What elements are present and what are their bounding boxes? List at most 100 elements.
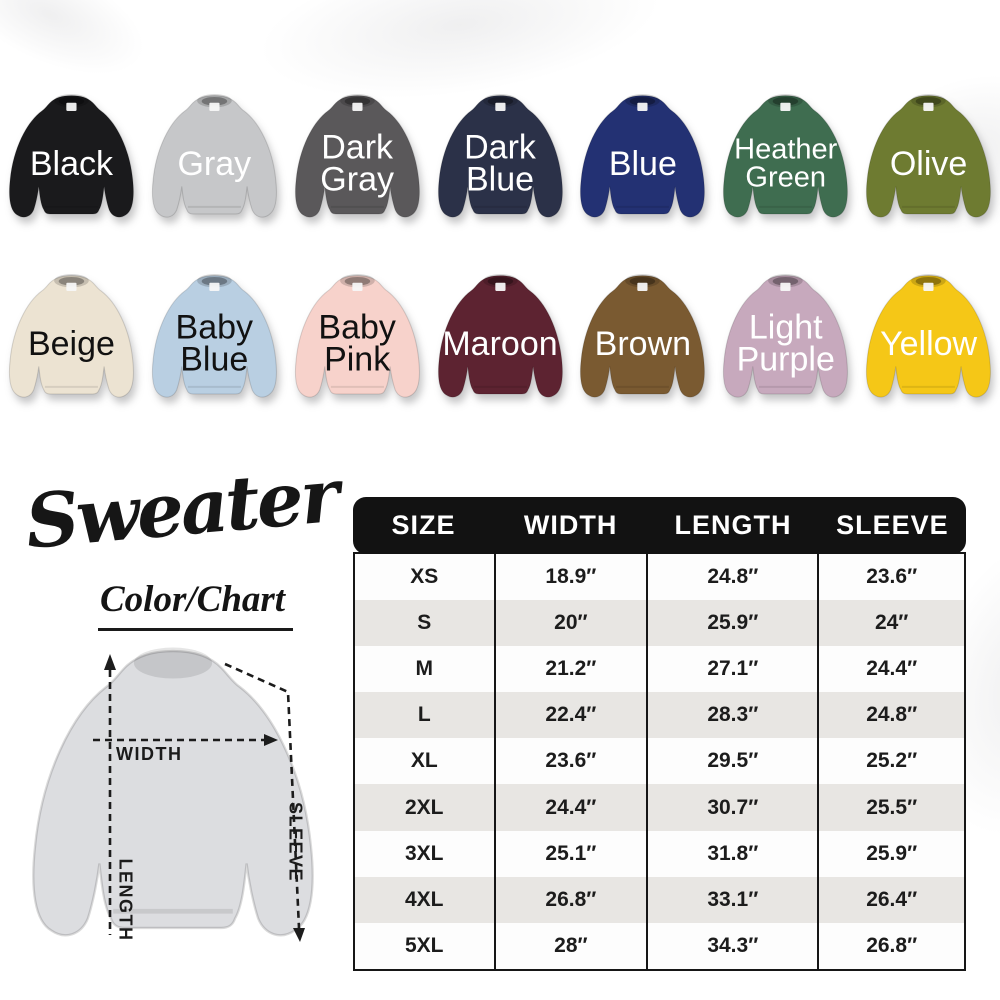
size-cell: 2XL (354, 784, 495, 831)
chart-subtitle: Color/Chart (98, 578, 294, 631)
color-option-dark-blue: Dark Blue (429, 78, 572, 250)
measurement-cell: 24.8″ (646, 553, 819, 601)
color-label-olive: Olive (889, 144, 968, 183)
sweater-image (723, 94, 849, 218)
column-header-length: LENGTH (674, 510, 792, 540)
table-row-xs: XS 18.9″ 24.8″ 23.6″ (354, 553, 965, 601)
color-label-maroon: Maroon (442, 324, 558, 363)
size-cell: L (354, 692, 495, 739)
measurement-cell: 25.5″ (817, 784, 965, 831)
color-row-1: Black Gray Dark Gray Dark Blue Blue Heathe… (0, 78, 1000, 250)
color-label-beige: Beige (27, 324, 115, 363)
size-chart: SIZE WIDTH LENGTH SLEEVE XS 18.9″ 24.8″ 23.… (353, 497, 966, 971)
sweater-image (8, 94, 134, 218)
color-option-blue: Blue (571, 78, 714, 250)
color-option-black: Black (0, 78, 143, 250)
sweater-image (580, 94, 706, 218)
color-option-light-purple: Light Purple (714, 250, 857, 438)
table-row-xl: XL 23.6″ 29.5″ 25.2″ (354, 738, 965, 785)
color-option-gray: Gray (143, 78, 286, 250)
sleeve-arrow (224, 662, 301, 929)
color-label-blue: Blue (608, 144, 677, 183)
color-option-olive: Olive (857, 78, 1000, 250)
color-label-dark-gray: Dark Gray (320, 128, 394, 199)
color-option-beige: Beige (0, 250, 143, 438)
size-cell: S (354, 600, 495, 647)
size-chart-body: XS 18.9″ 24.8″ 23.6″ S 20″ 25.9″ 24″ M 21.2″ 27.1″… (353, 552, 966, 971)
measurement-cell: 33.1″ (646, 876, 819, 923)
sweater-image (151, 274, 277, 398)
measurement-cell: 30.7″ (646, 784, 819, 831)
measurement-cell: 25.9″ (646, 600, 819, 647)
measurement-cell: 34.3″ (646, 922, 819, 970)
color-options-grid: Black Gray Dark Gray Dark Blue Blue Heathe… (0, 78, 1000, 438)
size-cell: M (415, 657, 434, 681)
color-row-2: Beige Baby Blue Baby Pink Maroon Brown Lig… (0, 250, 1000, 438)
sweater-image (437, 274, 563, 398)
column-header-sleeve: SLEEVE (836, 510, 949, 540)
sweater-image (32, 647, 314, 937)
diagram-sweater-slot (12, 632, 334, 990)
size-cell: 5XL (405, 933, 444, 957)
color-label-light-purple: Light Purple (736, 308, 835, 379)
sleeve-label: SLEEVE (285, 801, 306, 883)
color-option-baby-blue: Baby Blue (143, 250, 286, 438)
table-row-3xl: 3XL 25.1″ 31.8″ 25.9″ (354, 830, 965, 877)
sweater-image (866, 274, 992, 398)
measurement-cell: 20″ (493, 600, 648, 647)
size-cell: XL (410, 749, 438, 773)
column-header-size: SIZE (391, 510, 456, 540)
measurement-cell: 26.8″ (817, 922, 965, 970)
size-cell: 3XL (405, 841, 444, 865)
width-label: WIDTH (116, 744, 183, 764)
measurement-cell: 27.1″ (646, 646, 819, 693)
measurement-cell: 31.8″ (646, 830, 819, 877)
width-arrowhead-icon (264, 734, 278, 746)
measurement-cell: 28″ (493, 922, 648, 970)
measurement-cell: 26.4″ (817, 876, 965, 923)
color-label-yellow: Yellow (880, 324, 978, 363)
length-label: LENGTH (115, 858, 136, 942)
sweater-image (723, 274, 849, 398)
measurement-diagram: WIDTH LENGTH SLEEVE (12, 632, 334, 990)
sweater-image (580, 274, 706, 398)
measurement-cell: 24.8″ (817, 692, 965, 739)
color-option-yellow: Yellow (857, 250, 1000, 438)
measurement-cell: 29.5″ (646, 738, 819, 785)
color-label-black: Black (29, 144, 113, 183)
measurement-cell: 18.9″ (493, 553, 648, 601)
measurement-cell: 26.8″ (493, 876, 648, 923)
measurement-cell: 23.6″ (817, 553, 965, 601)
measurement-arrows (93, 654, 305, 942)
size-cell: XS (410, 565, 439, 589)
color-option-heather-green: Heather Green (714, 78, 857, 250)
color-label-dark-blue: Dark Blue (464, 128, 536, 199)
sweater-image (8, 274, 134, 398)
table-row-2xl: 2XL 24.4″ 30.7″ 25.5″ (354, 784, 965, 831)
sweater-image (866, 94, 992, 218)
table-row-m: M 21.2″ 27.1″ 24.4″ (354, 646, 965, 693)
color-option-dark-gray: Dark Gray (286, 78, 429, 250)
color-label-brown: Brown (594, 324, 692, 363)
color-label-baby-pink: Baby Pink (318, 308, 396, 379)
measurement-cell: 24″ (817, 600, 965, 647)
measurement-cell: 25.2″ (817, 738, 965, 785)
color-option-maroon: Maroon (429, 250, 572, 438)
sleeve-arrowhead-icon (293, 928, 305, 942)
color-label-heather-green: Heather Green (734, 133, 838, 193)
measurement-cell: 24.4″ (817, 646, 965, 693)
measurement-cell: 25.1″ (493, 830, 648, 877)
table-row-4xl: 4XL 26.8″ 33.1″ 26.4″ (354, 876, 965, 923)
column-header-width: WIDTH (523, 510, 618, 540)
measurement-cell: 22.4″ (493, 692, 648, 739)
measurement-cell: 24.4″ (493, 784, 648, 831)
brand-script-title: Sweater (22, 453, 340, 566)
measurement-cell: 25.9″ (817, 830, 965, 877)
color-option-brown: Brown (571, 250, 714, 438)
sweater-image (294, 94, 420, 218)
color-label-baby-blue: Baby Blue (175, 308, 254, 379)
measurement-cell: 28.3″ (646, 692, 819, 739)
size-cell: 4XL (354, 876, 495, 923)
measurement-cell: 23.6″ (493, 738, 648, 785)
